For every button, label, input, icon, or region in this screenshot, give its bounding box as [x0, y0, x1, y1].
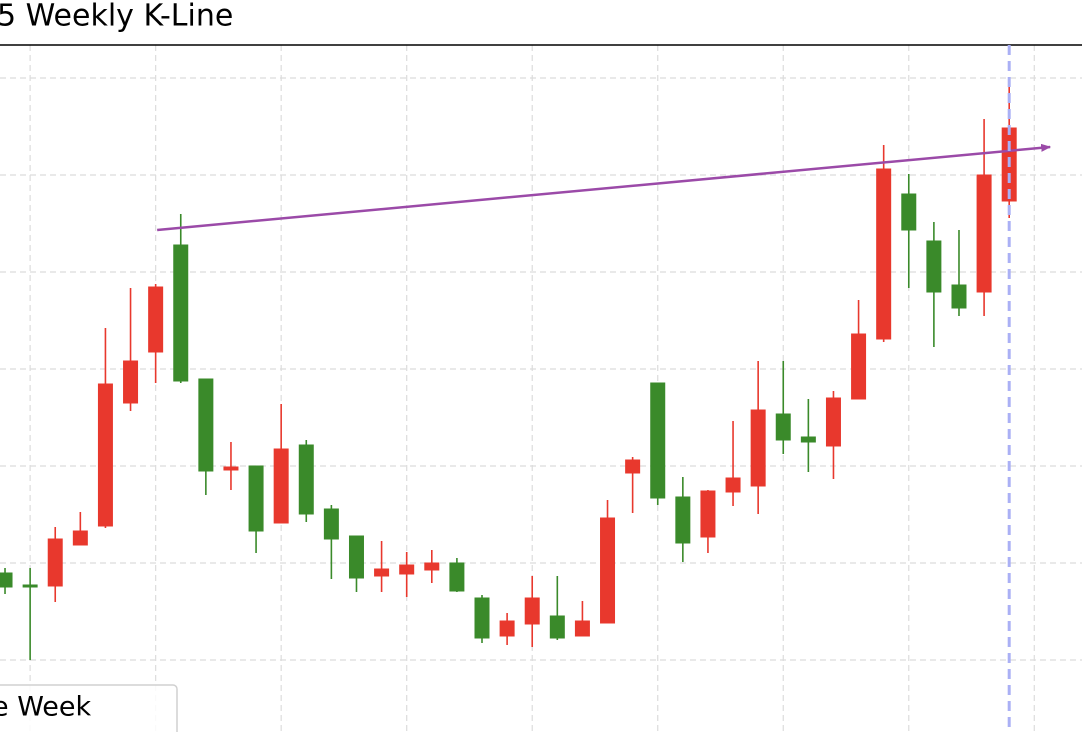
- candle-body: [926, 240, 942, 293]
- candle-body: [800, 436, 816, 443]
- candle-body: [298, 444, 314, 515]
- candle-body: [198, 378, 214, 472]
- candle-body: [148, 286, 164, 353]
- candle-body: [323, 508, 339, 540]
- candle-body: [976, 174, 992, 293]
- candle-body: [223, 466, 239, 471]
- candle-body: [123, 360, 139, 404]
- candle-body: [574, 620, 590, 637]
- candle-body: [22, 584, 38, 588]
- legend-label: e Week: [0, 692, 92, 723]
- candle-body: [348, 535, 364, 579]
- trend-line: [157, 143, 1052, 232]
- candle-body: [876, 168, 892, 340]
- candle-body: [474, 597, 490, 639]
- candle-body: [424, 562, 440, 571]
- candle-body: [650, 382, 666, 499]
- candle-body: [47, 538, 63, 587]
- candle-body: [273, 448, 289, 524]
- candle-body: [951, 284, 967, 309]
- candle-body: [399, 564, 415, 575]
- candle-body: [499, 620, 515, 637]
- candle-body: [901, 193, 917, 231]
- candle-body: [600, 517, 616, 624]
- candle-body: [625, 459, 641, 474]
- candle-body: [97, 383, 113, 527]
- chart-title: 5 Weekly K-Line: [0, 0, 233, 34]
- candle-body: [825, 397, 841, 447]
- candle-body: [775, 413, 791, 441]
- candle-body: [851, 333, 867, 400]
- candle-body: [524, 597, 540, 625]
- legend-box: [0, 684, 178, 732]
- candle-body: [449, 562, 465, 592]
- candle-body: [173, 244, 189, 382]
- candle-body: [700, 490, 716, 538]
- candle-body: [0, 572, 13, 588]
- candle-body: [750, 409, 766, 487]
- candle-body: [72, 530, 88, 546]
- candle-body: [675, 496, 691, 544]
- candle-body: [549, 615, 565, 639]
- candle-body: [374, 568, 390, 577]
- candle-body: [248, 465, 264, 532]
- candle-body: [725, 477, 741, 493]
